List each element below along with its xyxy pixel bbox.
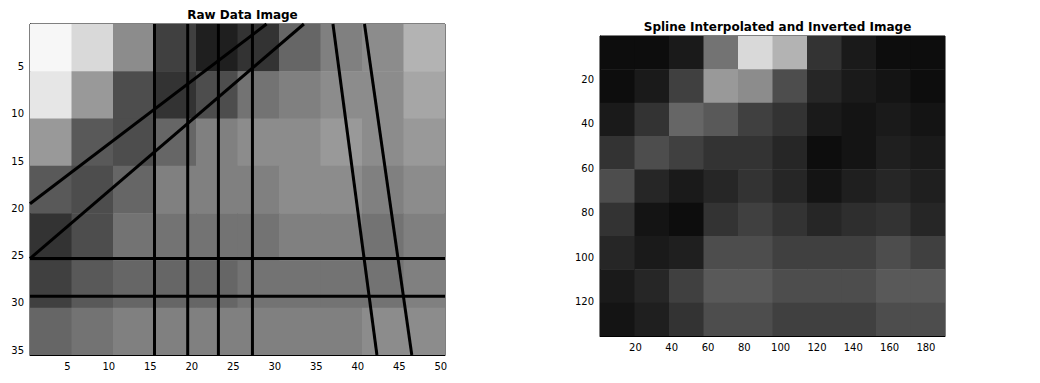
svg-text:5: 5 xyxy=(18,61,24,72)
svg-text:60: 60 xyxy=(702,342,715,353)
svg-text:25: 25 xyxy=(11,250,24,261)
svg-text:25: 25 xyxy=(227,361,240,372)
svg-text:120: 120 xyxy=(575,296,594,307)
svg-text:160: 160 xyxy=(880,342,899,353)
svg-text:30: 30 xyxy=(268,361,281,372)
svg-text:80: 80 xyxy=(738,342,751,353)
svg-text:120: 120 xyxy=(807,342,826,353)
svg-text:35: 35 xyxy=(11,345,24,356)
svg-text:Spline Interpolated and Invert: Spline Interpolated and Inverted Image xyxy=(644,20,912,34)
svg-text:5: 5 xyxy=(64,361,70,372)
svg-text:15: 15 xyxy=(11,156,24,167)
svg-text:15: 15 xyxy=(144,361,157,372)
svg-text:20: 20 xyxy=(581,74,594,85)
svg-text:35: 35 xyxy=(310,361,323,372)
svg-text:100: 100 xyxy=(771,342,790,353)
svg-text:Raw Data Image: Raw Data Image xyxy=(187,8,297,22)
svg-text:10: 10 xyxy=(102,361,115,372)
svg-text:140: 140 xyxy=(844,342,863,353)
svg-text:30: 30 xyxy=(11,297,24,308)
svg-text:60: 60 xyxy=(581,163,594,174)
svg-text:20: 20 xyxy=(629,342,642,353)
svg-text:45: 45 xyxy=(393,361,406,372)
svg-text:50: 50 xyxy=(434,361,447,372)
svg-text:40: 40 xyxy=(665,342,678,353)
svg-text:180: 180 xyxy=(916,342,935,353)
svg-text:80: 80 xyxy=(581,207,594,218)
svg-text:40: 40 xyxy=(351,361,364,372)
svg-text:20: 20 xyxy=(185,361,198,372)
svg-text:20: 20 xyxy=(11,203,24,214)
svg-text:40: 40 xyxy=(581,118,594,129)
svg-text:10: 10 xyxy=(11,108,24,119)
svg-text:100: 100 xyxy=(575,252,594,263)
